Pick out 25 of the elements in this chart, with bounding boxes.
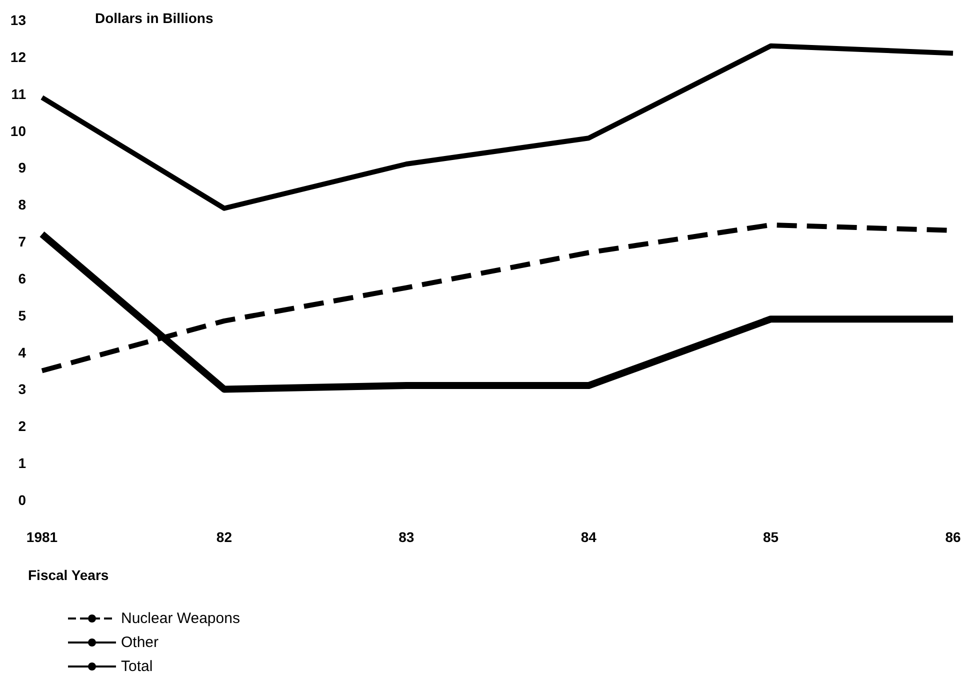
y-tick-label: 0 — [18, 492, 26, 508]
x-tick-label: 83 — [398, 529, 414, 545]
legend-label: Nuclear Weapons — [121, 610, 240, 627]
x-tick-label: 86 — [945, 529, 961, 545]
y-tick-label: 5 — [18, 307, 26, 324]
legend-label: Other — [121, 634, 159, 651]
y-axis-title: Dollars in Billions — [95, 10, 214, 26]
y-tick-label: 13 — [10, 12, 26, 28]
legend-label: Total — [121, 658, 153, 675]
y-tick-label: 11 — [11, 86, 26, 102]
x-tick-label: 1981 — [26, 529, 58, 545]
y-tick-label: 8 — [18, 196, 26, 213]
y-tick-label: 2 — [18, 418, 26, 434]
x-axis-title: Fiscal Years — [28, 567, 109, 583]
y-tick-label: 10 — [10, 122, 26, 139]
y-tick-label: 3 — [18, 381, 26, 398]
y-tick-label: 7 — [18, 234, 26, 250]
x-tick-label: 82 — [216, 529, 232, 545]
y-tick-label: 4 — [18, 344, 26, 360]
y-tick-label: 12 — [10, 48, 26, 65]
y-tick-label: 9 — [18, 160, 26, 176]
y-tick-label: 6 — [18, 270, 26, 286]
y-tick-label: 1 — [18, 455, 26, 472]
x-tick-label: 84 — [580, 529, 597, 545]
x-tick-label: 85 — [763, 529, 779, 545]
